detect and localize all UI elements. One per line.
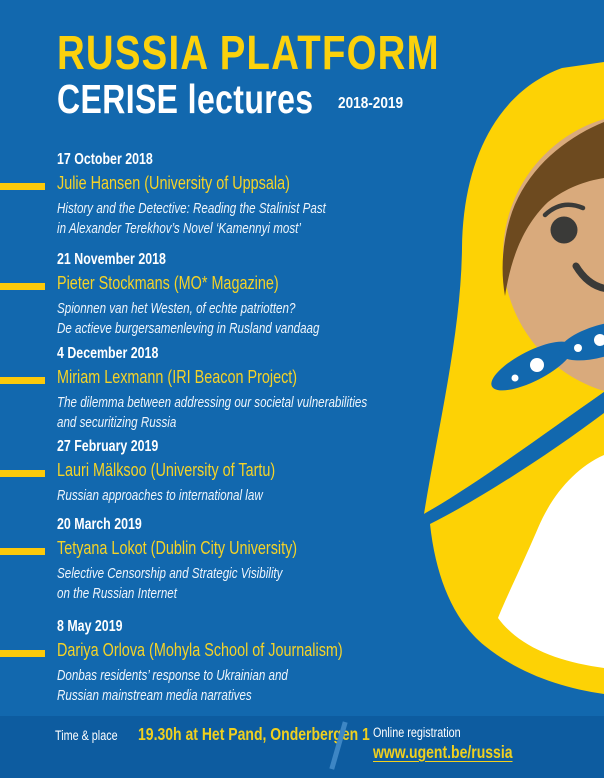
yellow-dash-marker xyxy=(0,548,45,555)
lecture-date: 4 December 2018 xyxy=(57,345,159,362)
time-place-label: Time & place xyxy=(55,728,118,743)
lecture-topic-line: Russian mainstream media narratives xyxy=(57,688,252,704)
time-place-value: 19.30h at Het Pand, Onderbergen 1 xyxy=(137,724,370,744)
lecture-topic-line: on the Russian Internet xyxy=(57,586,177,602)
doll-eye xyxy=(550,216,578,244)
yellow-dash-marker xyxy=(0,470,45,477)
lecture-speaker: Miriam Lexmann (IRI Beacon Project) xyxy=(57,367,298,387)
season-label: 2018-2019 xyxy=(338,95,404,112)
doll-scarf-dot xyxy=(594,334,604,346)
lecture-date: 27 February 2019 xyxy=(57,438,159,455)
lecture-speaker: Julie Hansen (University of Uppsala) xyxy=(57,173,290,193)
lecture-entry: 4 December 2018 Miriam Lexmann (IRI Beac… xyxy=(0,344,517,433)
lecture-speaker: Dariya Orlova (Mohyla School of Journali… xyxy=(57,640,343,660)
lecture-topic-line: De actieve burgersamenleving in Rusland … xyxy=(57,321,320,337)
yellow-dash-marker xyxy=(0,650,45,657)
doll-hair xyxy=(502,122,604,296)
yellow-dash-marker xyxy=(0,283,45,290)
lecture-topic-line: History and the Detective: Reading the S… xyxy=(57,201,326,217)
lecture-topic-line: and securitizing Russia xyxy=(57,415,177,431)
lecture-topic-line: Donbas residents’ response to Ukrainian … xyxy=(57,668,288,684)
footer-bar: Time & place 19.30h at Het Pand, Onderbe… xyxy=(0,716,604,778)
doll-scarf-dot xyxy=(511,374,519,382)
lecture-entry: 8 May 2019 Dariya Orlova (Mohyla School … xyxy=(0,617,517,706)
lecture-date: 20 March 2019 xyxy=(57,516,142,533)
lecture-date: 21 November 2018 xyxy=(57,251,166,268)
lecture-topic-line: Spionnen van het Westen, of echte patrio… xyxy=(57,301,296,317)
lecture-entry: 21 November 2018 Pieter Stockmans (MO* M… xyxy=(0,250,517,339)
lecture-date: 17 October 2018 xyxy=(57,151,153,168)
registration-link[interactable]: www.ugent.be/russia xyxy=(373,742,513,762)
lecture-speaker: Lauri Mälksoo (University of Tartu) xyxy=(57,460,276,480)
lecture-entry: 27 February 2019 Lauri Mälksoo (Universi… xyxy=(0,437,517,506)
lecture-entry: 17 October 2018 Julie Hansen (University… xyxy=(0,150,517,239)
doll-scarf-gap xyxy=(424,392,604,524)
time-place-block: Time & place 19.30h at Het Pand, Onderbe… xyxy=(55,724,428,745)
lecture-topic-line: in Alexander Terekhov’s Novel ‘Kamennyi … xyxy=(57,221,301,237)
lecture-speaker: Pieter Stockmans (MO* Magazine) xyxy=(57,273,279,293)
doll-smile xyxy=(572,262,604,292)
lecture-speaker: Tetyana Lokot (Dublin City University) xyxy=(57,538,298,558)
yellow-dash-marker xyxy=(0,377,45,384)
lecture-topic-line: The dilemma between addressing our socie… xyxy=(57,395,368,411)
registration-block: Online registration www.ugent.be/russia xyxy=(373,724,604,763)
lecture-topic-line: Selective Censorship and Strategic Visib… xyxy=(57,566,283,582)
doll-eyebrow xyxy=(542,202,586,218)
poster-title: RUSSIA PLATFORM xyxy=(57,27,440,80)
lecture-topic-line: Russian approaches to international law xyxy=(57,488,263,504)
poster-subtitle: CERISE lectures xyxy=(57,76,314,122)
doll-scarf-dot xyxy=(574,344,582,352)
yellow-dash-marker xyxy=(0,183,45,190)
doll-belly xyxy=(498,455,604,668)
lecture-date: 8 May 2019 xyxy=(57,618,123,635)
registration-label: Online registration xyxy=(373,725,461,740)
doll-scarf-dot xyxy=(530,358,544,372)
lecture-entry: 20 March 2019 Tetyana Lokot (Dublin City… xyxy=(0,515,517,604)
